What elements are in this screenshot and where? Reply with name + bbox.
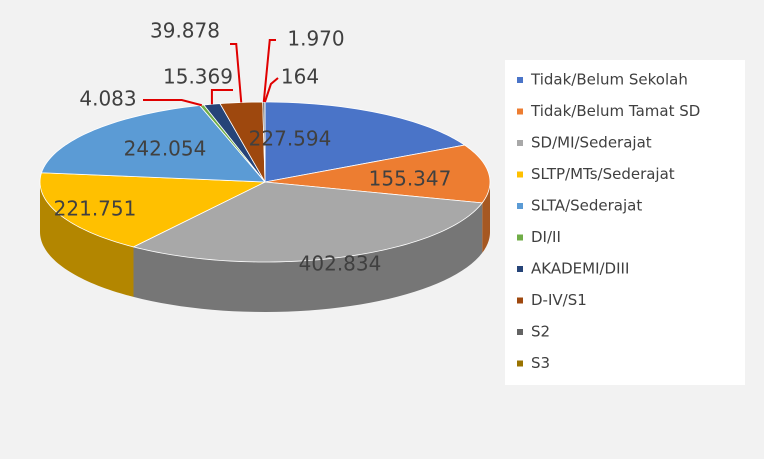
data-label: 1.970 bbox=[287, 27, 344, 51]
data-label: 39.878 bbox=[150, 19, 220, 43]
legend-label: D-IV/S1 bbox=[531, 291, 587, 309]
data-label: 242.054 bbox=[124, 137, 207, 161]
data-label: 4.083 bbox=[79, 87, 136, 111]
legend-swatch bbox=[517, 298, 523, 304]
data-label: 155.347 bbox=[369, 167, 452, 191]
legend-swatch bbox=[517, 361, 523, 367]
legend-swatch bbox=[517, 203, 523, 209]
legend-label: SLTA/Sederajat bbox=[531, 197, 642, 215]
legend-swatch bbox=[517, 109, 523, 115]
legend-swatch bbox=[517, 77, 523, 83]
legend-swatch bbox=[517, 235, 523, 241]
legend-label: SLTP/MTs/Sederajat bbox=[531, 165, 675, 183]
data-label: 15.369 bbox=[163, 65, 233, 89]
data-label: 227.594 bbox=[249, 127, 332, 151]
legend-label: Tidak/Belum Tamat SD bbox=[530, 102, 700, 120]
legend-label: Tidak/Belum Sekolah bbox=[530, 71, 688, 89]
legend-swatch bbox=[517, 172, 523, 178]
data-label: 221.751 bbox=[54, 197, 137, 221]
legend-label: AKADEMI/DIII bbox=[531, 260, 629, 278]
data-label: 164 bbox=[281, 65, 319, 89]
legend-swatch bbox=[517, 266, 523, 272]
legend-label: S2 bbox=[531, 323, 550, 341]
legend-label: S3 bbox=[531, 354, 550, 372]
legend-swatch bbox=[517, 140, 523, 146]
legend-label: DI/II bbox=[531, 228, 561, 246]
data-label: 402.834 bbox=[299, 252, 382, 276]
legend-swatch bbox=[517, 329, 523, 335]
legend-label: SD/MI/Sederajat bbox=[531, 134, 652, 152]
